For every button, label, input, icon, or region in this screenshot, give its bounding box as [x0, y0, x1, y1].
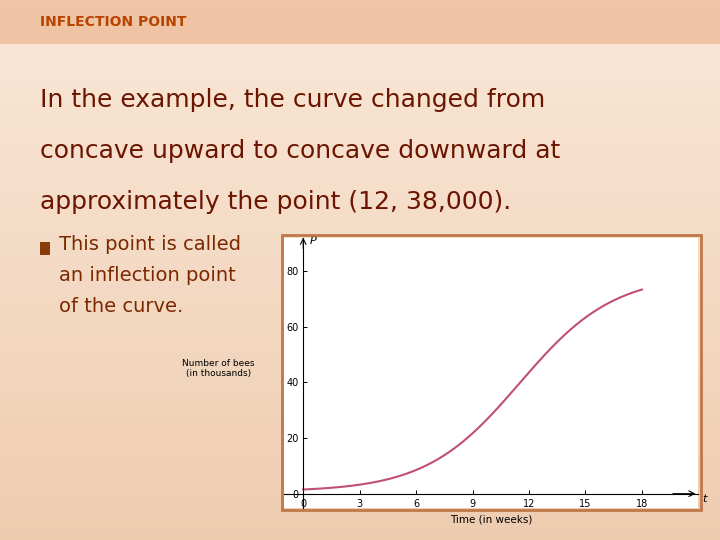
Bar	[0, 493, 720, 500]
Bar	[0, 168, 720, 176]
Bar	[0, 418, 720, 426]
Bar	[0, 276, 720, 284]
Bar	[0, 452, 720, 459]
Text: concave upward to concave downward at: concave upward to concave downward at	[40, 139, 560, 163]
Bar	[40, 241, 50, 255]
Bar	[0, 135, 720, 141]
Bar	[0, 399, 720, 405]
Bar	[0, 249, 720, 256]
Bar	[0, 20, 720, 27]
Bar	[0, 303, 720, 310]
Bar	[0, 446, 720, 453]
Bar	[0, 486, 720, 492]
Bar	[0, 47, 720, 54]
Bar	[0, 270, 720, 276]
Bar	[0, 202, 720, 209]
Bar	[0, 0, 720, 6]
Bar	[0, 54, 720, 60]
Text: This point is called: This point is called	[59, 234, 241, 254]
Bar	[0, 310, 720, 317]
Bar	[0, 291, 720, 297]
Bar	[0, 438, 720, 445]
Bar	[0, 372, 720, 378]
Text: an inflection point: an inflection point	[59, 266, 235, 285]
Bar	[0, 6, 720, 14]
Bar	[0, 230, 720, 237]
Bar	[0, 14, 720, 20]
Bar	[0, 222, 720, 230]
Bar	[0, 459, 720, 465]
Text: In the example, the curve changed from: In the example, the curve changed from	[40, 88, 545, 112]
Bar	[0, 513, 720, 519]
Bar	[0, 60, 720, 68]
Bar	[0, 534, 720, 540]
Bar	[0, 195, 720, 202]
Bar	[0, 243, 720, 249]
Bar	[0, 81, 720, 87]
Bar	[0, 411, 720, 418]
Text: of the curve.: of the curve.	[59, 297, 184, 316]
Bar	[0, 122, 720, 128]
Bar	[0, 500, 720, 507]
Bar	[0, 465, 720, 472]
Bar	[0, 33, 720, 40]
Bar	[0, 345, 720, 351]
X-axis label: Time (in weeks): Time (in weeks)	[450, 514, 533, 524]
Bar	[0, 519, 720, 526]
Bar	[0, 128, 720, 135]
Bar	[0, 0, 720, 44]
Bar	[0, 392, 720, 399]
Bar	[0, 480, 720, 486]
Bar	[0, 40, 720, 47]
Bar	[0, 338, 720, 345]
Bar	[0, 148, 720, 156]
Bar	[0, 68, 720, 74]
Bar	[0, 405, 720, 411]
Bar	[0, 27, 720, 33]
Text: approximately the point (12, 38,000).: approximately the point (12, 38,000).	[40, 191, 511, 214]
Bar	[0, 384, 720, 391]
Bar	[0, 284, 720, 291]
Text: INFLECTION POINT: INFLECTION POINT	[40, 15, 186, 29]
Bar	[0, 156, 720, 162]
Bar	[0, 507, 720, 513]
Bar	[0, 432, 720, 438]
Bar	[0, 183, 720, 189]
Bar	[0, 74, 720, 81]
Bar	[0, 94, 720, 102]
Bar	[0, 297, 720, 303]
Bar	[0, 426, 720, 432]
Bar	[0, 256, 720, 263]
Bar	[0, 87, 720, 94]
Bar	[0, 216, 720, 222]
Bar	[0, 317, 720, 324]
Bar	[0, 108, 720, 115]
Bar	[0, 378, 720, 384]
Bar	[0, 472, 720, 480]
Bar	[0, 351, 720, 357]
Bar	[0, 176, 720, 183]
Bar	[0, 141, 720, 149]
Bar	[0, 364, 720, 372]
Bar	[0, 263, 720, 270]
Text: Number of bees
(in thousands): Number of bees (in thousands)	[182, 359, 255, 378]
Bar	[0, 237, 720, 243]
Bar	[0, 162, 720, 168]
Bar	[0, 102, 720, 108]
Bar	[0, 209, 720, 216]
Bar	[0, 189, 720, 195]
Bar	[0, 358, 720, 365]
Bar	[0, 115, 720, 122]
Text: t: t	[702, 494, 706, 504]
Bar	[0, 330, 720, 338]
Bar	[0, 526, 720, 534]
Bar	[0, 324, 720, 330]
Text: P: P	[310, 236, 316, 246]
